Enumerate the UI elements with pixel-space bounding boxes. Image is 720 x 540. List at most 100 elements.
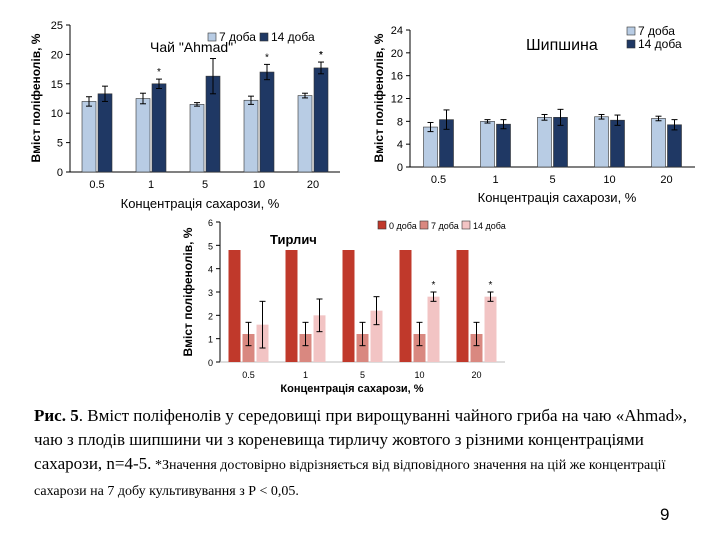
x-tick-label: 10 [414,370,424,380]
y-tick-label: 2 [208,311,213,321]
x-tick-label: 1 [148,179,154,191]
significance-star: * [157,67,161,78]
caption-text: . Вміст поліфенолів у середовищі при вир… [34,406,687,473]
bar-0-доба [456,250,469,362]
bar-7-доба [243,99,259,173]
x-tick-label: 10 [253,179,265,191]
bar-7-доба [189,104,205,173]
y-tick-label: 20 [51,49,63,61]
chart-2: 0 4 8 12 16 20 24 0.5 1 5 10 20 Шипшина Вміст поліфен… [372,24,695,205]
bar-7-доба [537,117,552,168]
bar-14-доба [484,296,497,362]
legend-swatch [377,220,387,230]
legend-swatch [259,32,269,42]
x-tick-label: 20 [307,179,319,191]
x-tick-label: 5 [202,179,208,191]
legend-swatch [461,220,471,230]
significance-star: * [319,50,323,61]
bar-7-доба [480,121,495,168]
legend-label: 0 доба [389,221,417,231]
y-tick-label: 5 [208,241,213,251]
bar-14-доба [610,119,625,168]
bar-7-доба [470,334,483,362]
x-tick-label: 0.5 [89,179,104,191]
chart-3: 0 1 2 3 4 5 6 0.5 1 5 10 20 * * Тирлич Вміст поліфенолі… [181,218,506,395]
y-tick-label: 4 [397,139,403,151]
page-number: 9 [660,505,670,524]
caption-note: *Значення достовірно відрізняється від в… [34,458,666,499]
y-tick-label: 16 [391,71,403,83]
bar-0-доба [285,250,298,362]
bar-0-доба [342,250,355,362]
bar-14-доба [259,71,275,173]
legend-swatch [626,26,636,36]
bar-7-доба [423,126,438,168]
figure-caption: Рис. 5. Вміст поліфенолів у середовищі п… [34,404,694,504]
bar-14-доба [370,310,383,362]
y-tick-label: 15 [51,79,63,91]
bar-14-доба [427,296,440,362]
legend-label: 14 доба [473,221,506,231]
bar-7-доба [297,95,313,173]
chart-title: Шипшина [526,37,598,54]
x-tick-label: 5 [549,174,555,186]
y-tick-label: 25 [51,20,63,32]
legend-swatch [419,220,429,230]
significance-star: * [432,280,436,291]
bar-7-доба [594,116,609,168]
bar-0-доба [399,250,412,362]
y-tick-label: 0 [397,162,403,174]
bar-0-доба [228,250,241,362]
bar-7-доба [135,98,151,173]
bar-14-доба [97,93,113,173]
bar-7-доба [299,334,312,362]
x-tick-label: 20 [471,370,481,380]
caption-label: Рис. 5 [34,406,79,425]
y-tick-label: 4 [208,265,213,275]
legend-label: 7 доба [638,24,675,38]
y-axis-label: Вміст поліфенолів, % [181,227,195,356]
legend-label: 7 доба [431,221,459,231]
x-tick-label: 0.5 [242,370,255,380]
bar-14-доба [496,123,511,168]
y-tick-label: 24 [391,25,403,37]
y-tick-label: 10 [51,108,63,120]
y-tick-label: 3 [208,288,213,298]
bar-7-доба [413,334,426,362]
y-tick-label: 0 [208,358,213,368]
y-axis-label: Вміст поліфенолів, % [29,33,43,162]
y-tick-label: 8 [397,116,403,128]
chart-title: Тирлич [270,232,317,247]
bar-7-доба [81,101,97,173]
significance-star: * [489,280,493,291]
chart-title: Чай "Ahmad" [150,39,233,55]
x-axis-label: Концентрація сахарози, % [478,190,637,205]
legend-label: 14 доба [271,30,315,44]
legend-swatch [207,32,217,42]
y-axis-label: Вміст поліфенолів, % [372,33,386,162]
legend-swatch [626,39,636,49]
x-axis-label: Концентрація сахарози, % [280,383,423,395]
bar-14-доба [313,315,326,362]
bar-14-доба [667,124,682,168]
x-tick-label: 10 [603,174,615,186]
y-tick-label: 6 [208,218,213,228]
bar-14-доба [313,67,329,173]
x-tick-label: 0.5 [431,174,446,186]
y-tick-label: 20 [391,48,403,60]
y-tick-label: 5 [57,138,63,150]
x-tick-label: 5 [360,370,365,380]
significance-star: * [265,52,269,63]
significance-star: * [319,50,323,61]
bar-14-доба [151,83,167,173]
bar-7-доба [651,118,666,168]
y-tick-label: 1 [208,335,213,345]
x-tick-label: 1 [303,370,308,380]
x-tick-label: 20 [660,174,672,186]
y-tick-label: 0 [57,167,63,179]
bar-7-доба [242,334,255,362]
x-axis-label: Концентрація сахарози, % [121,196,280,211]
bar-7-доба [356,334,369,362]
